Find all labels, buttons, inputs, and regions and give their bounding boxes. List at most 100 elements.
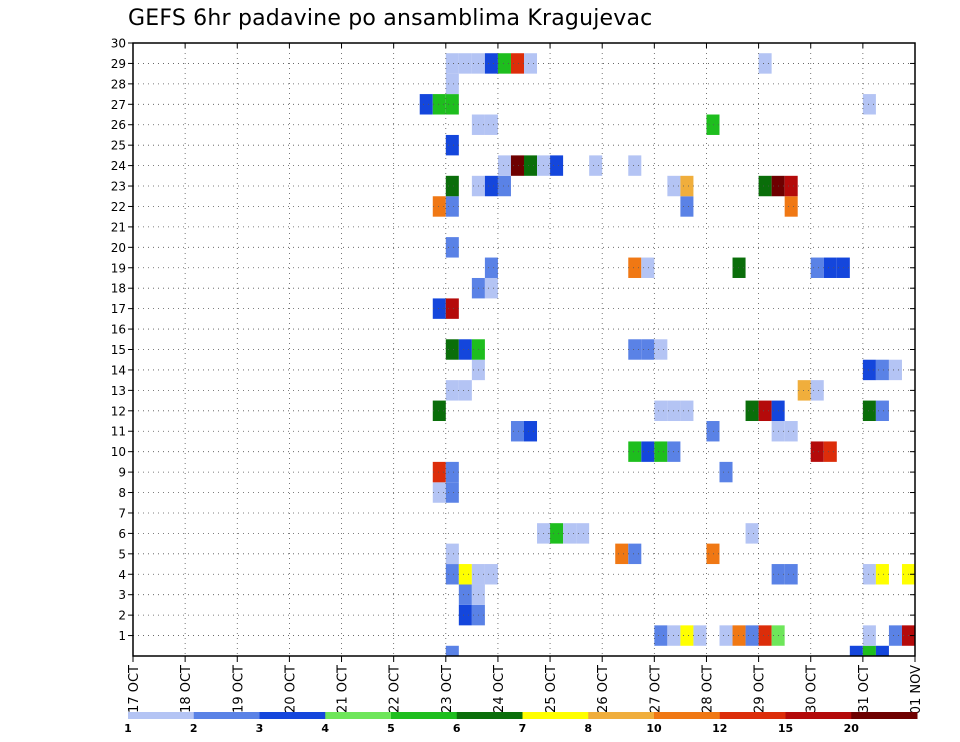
heatmap-cell-57 bbox=[680, 400, 694, 422]
heatmap-cell-16 bbox=[458, 604, 472, 626]
y-tick-label-25: 25 bbox=[111, 139, 126, 153]
legend-swatch-1 bbox=[193, 712, 260, 719]
heatmap-cell-89 bbox=[432, 196, 446, 217]
heatmap-cell-75 bbox=[641, 339, 655, 360]
legend-label-8: 8 bbox=[584, 722, 592, 735]
legend-label-20: 20 bbox=[844, 722, 860, 735]
heatmap-cell-86 bbox=[823, 257, 837, 278]
heatmap-cell-29 bbox=[445, 543, 459, 565]
legend-label-7: 7 bbox=[519, 722, 527, 735]
x-tick-label-1: 18 OCT bbox=[179, 665, 194, 713]
heatmap-cell-70 bbox=[888, 359, 902, 381]
heatmap-cell-117 bbox=[445, 73, 459, 95]
heatmap-cell-27 bbox=[875, 564, 889, 585]
legend-swatch-9 bbox=[719, 712, 786, 719]
y-tick-label-23: 23 bbox=[111, 180, 126, 194]
heatmap-cell-36 bbox=[576, 523, 590, 544]
heatmap-cell-93 bbox=[445, 175, 459, 197]
legend-swatch-11 bbox=[851, 712, 918, 719]
x-tick-label-7: 24 OCT bbox=[492, 665, 507, 713]
y-tick-label-29: 29 bbox=[111, 57, 126, 71]
legend-label-4: 4 bbox=[321, 722, 329, 735]
heatmap-cell-61 bbox=[862, 400, 876, 422]
heatmap-cell-122 bbox=[497, 53, 511, 74]
legend-label-1: 1 bbox=[124, 722, 132, 735]
y-tick-label-12: 12 bbox=[111, 404, 126, 418]
y-tick-label-1: 1 bbox=[118, 629, 126, 643]
heatmap-cell-123 bbox=[510, 53, 524, 74]
heatmap-cell-50 bbox=[524, 421, 538, 442]
heatmap-cell-98 bbox=[680, 175, 694, 197]
heatmap-cell-82 bbox=[628, 257, 642, 278]
chart-title: GEFS 6hr padavine po ansamblima Kragujev… bbox=[128, 6, 653, 31]
heatmap-cell-35 bbox=[563, 523, 577, 544]
heatmap-cell-115 bbox=[445, 94, 459, 115]
heatmap-cell-9 bbox=[732, 625, 746, 646]
heatmap-cell-20 bbox=[445, 564, 459, 585]
cells-layer bbox=[419, 53, 915, 656]
x-tick-label-12: 29 OCT bbox=[753, 665, 768, 713]
heatmap-cell-3 bbox=[875, 645, 889, 656]
heatmap-cell-68 bbox=[862, 359, 876, 381]
y-tick-label-21: 21 bbox=[111, 220, 126, 234]
heatmap-cell-64 bbox=[458, 380, 472, 401]
heatmap-cell-66 bbox=[810, 380, 824, 401]
heatmap-cell-99 bbox=[758, 175, 772, 197]
heatmap-cell-31 bbox=[628, 543, 642, 565]
y-tick-label-18: 18 bbox=[111, 282, 126, 296]
heatmap-cell-84 bbox=[732, 257, 746, 278]
heatmap-cell-63 bbox=[445, 380, 459, 401]
x-tick-label-5: 22 OCT bbox=[388, 665, 403, 713]
x-tick-label-10: 27 OCT bbox=[648, 665, 663, 713]
x-tick-label-2: 19 OCT bbox=[231, 665, 246, 713]
heatmap-cell-78 bbox=[445, 298, 459, 319]
legend-swatch-8 bbox=[654, 712, 721, 719]
heatmap-cell-91 bbox=[680, 196, 694, 217]
heatmap-cell-111 bbox=[484, 114, 498, 135]
y-tick-label-9: 9 bbox=[118, 466, 126, 480]
ticks-layer: 1234567891011121314151617181920212223242… bbox=[111, 37, 924, 715]
legend-label-2: 2 bbox=[190, 722, 198, 735]
legend-swatch-0 bbox=[128, 712, 195, 719]
y-tick-label-24: 24 bbox=[111, 159, 126, 173]
heatmap-cell-49 bbox=[510, 421, 524, 442]
heatmap-cell-13 bbox=[862, 625, 876, 646]
y-tick-label-13: 13 bbox=[111, 384, 126, 398]
heatmap-cell-96 bbox=[497, 175, 511, 197]
heatmap-cell-107 bbox=[589, 155, 603, 176]
heatmap-cell-119 bbox=[458, 53, 472, 74]
legend-label-15: 15 bbox=[778, 722, 793, 735]
heatmap-cell-30 bbox=[615, 543, 629, 565]
x-tick-label-9: 26 OCT bbox=[596, 665, 611, 713]
heatmap-cell-26 bbox=[862, 564, 876, 585]
heatmap-cell-11 bbox=[758, 625, 772, 646]
heatmap-cell-58 bbox=[745, 400, 759, 422]
heatmap-cell-118 bbox=[445, 53, 459, 74]
heatmap-cell-53 bbox=[784, 421, 798, 442]
heatmap-cell-88 bbox=[445, 237, 459, 258]
y-tick-label-7: 7 bbox=[118, 506, 126, 520]
heatmap-cell-65 bbox=[797, 380, 811, 401]
y-tick-label-14: 14 bbox=[111, 363, 126, 377]
heatmap-cell-83 bbox=[641, 257, 655, 278]
y-tick-label-17: 17 bbox=[111, 302, 126, 316]
heatmap-cell-37 bbox=[745, 523, 759, 544]
heatmap-cell-51 bbox=[706, 421, 720, 442]
heatmap-cell-32 bbox=[706, 543, 720, 565]
heatmap-cell-8 bbox=[719, 625, 733, 646]
heatmap-cell-39 bbox=[445, 482, 459, 503]
heatmap-cell-69 bbox=[875, 359, 889, 381]
x-tick-label-13: 30 OCT bbox=[805, 665, 820, 713]
x-tick-label-4: 21 OCT bbox=[336, 665, 351, 713]
legend-label-10: 10 bbox=[646, 722, 662, 735]
legend-swatch-10 bbox=[785, 712, 852, 719]
heatmap-cell-59 bbox=[758, 400, 772, 422]
y-tick-label-26: 26 bbox=[111, 118, 126, 132]
y-tick-label-15: 15 bbox=[111, 343, 126, 357]
heatmap-cell-106 bbox=[550, 155, 564, 176]
legend-swatch-2 bbox=[259, 712, 326, 719]
heatmap-cell-55 bbox=[654, 400, 668, 422]
y-tick-label-2: 2 bbox=[118, 609, 126, 623]
heatmap-cell-72 bbox=[458, 339, 472, 360]
